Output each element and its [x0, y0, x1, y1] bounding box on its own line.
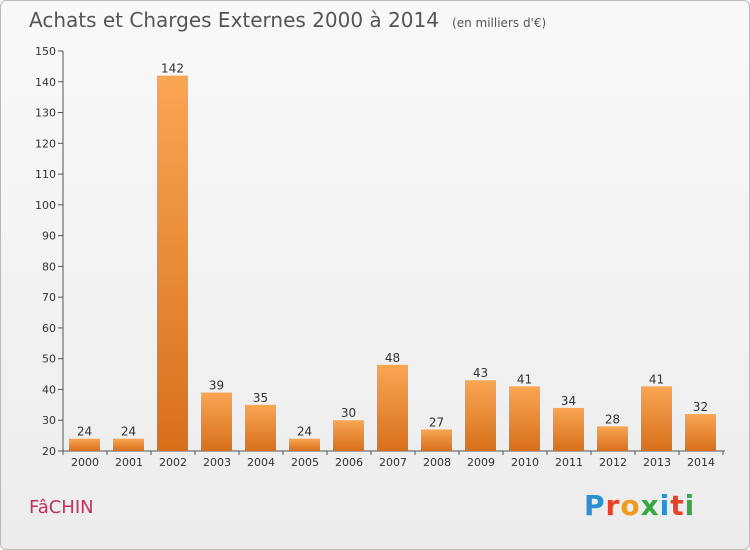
bar-value-label: 41 [649, 372, 664, 386]
bar-value-label: 28 [605, 412, 620, 426]
axes: 20 30 40 50 60 70 80 90 100 110 120 130 140 150 [35, 45, 725, 458]
bar-value-label: 34 [561, 394, 576, 408]
x-tick-label: 2010 [511, 456, 539, 469]
x-tick-label: 2009 [467, 456, 495, 469]
bar [333, 420, 364, 451]
bar [421, 429, 452, 451]
x-tick-label: 2007 [379, 456, 407, 469]
logo-letter: x [640, 489, 660, 522]
bar [113, 438, 144, 451]
x-tick-label: 2006 [335, 456, 363, 469]
x-tick-label: 2000 [71, 456, 99, 469]
y-tick-label: 50 [42, 353, 56, 366]
logo-letter: o [620, 489, 641, 522]
logo-letter: i [684, 489, 696, 522]
x-tick-label: 2013 [643, 456, 671, 469]
bar-value-label: 142 [161, 62, 184, 76]
bar-value-label: 35 [253, 391, 268, 405]
y-tick-label: 120 [35, 137, 56, 150]
x-tick-label: 2005 [291, 456, 319, 469]
bar [465, 380, 496, 451]
bar [641, 386, 672, 451]
proxiti-logo[interactable]: Proxiti [584, 489, 695, 522]
y-tick-label: 100 [35, 199, 56, 212]
bar-value-label: 24 [77, 425, 92, 439]
bar-value-label: 48 [385, 351, 400, 365]
x-tick-label: 2011 [555, 456, 583, 469]
bar [69, 438, 100, 451]
logo-letter: t [670, 489, 685, 522]
bar [289, 438, 320, 451]
y-tick-label: 140 [35, 76, 56, 89]
bar-value-label: 30 [341, 406, 356, 420]
bar-value-label: 39 [209, 379, 224, 393]
y-tick-label: 20 [42, 445, 56, 458]
y-tick-label: 80 [42, 260, 56, 273]
commune-name: FâCHIN [29, 497, 94, 518]
bar [377, 364, 408, 451]
logo-letter: r [605, 489, 621, 522]
x-tick-label: 2008 [423, 456, 451, 469]
logo-letter: i [659, 489, 671, 522]
x-tick-label: 2003 [203, 456, 231, 469]
x-tick-label: 2001 [115, 456, 143, 469]
bar-value-label: 32 [693, 400, 708, 414]
y-tick-label: 90 [42, 230, 56, 243]
y-tick-label: 130 [35, 107, 56, 120]
y-tick-label: 40 [42, 383, 56, 396]
title-row: Achats et Charges Externes 2000 à 2014 (… [29, 8, 546, 32]
bar [685, 414, 716, 451]
x-tick-label: 2004 [247, 456, 275, 469]
y-tick-label: 30 [42, 414, 56, 427]
bar-value-label: 24 [297, 425, 312, 439]
bars: 24 2000 24 2001 142 2002 39 2003 35 2004 24 2005 30 2… [69, 62, 716, 469]
x-tick-label: 2012 [599, 456, 627, 469]
bar [157, 75, 188, 451]
y-tick-label: 60 [42, 322, 56, 335]
chart-title: Achats et Charges Externes 2000 à 2014 [29, 8, 439, 32]
bar [597, 426, 628, 451]
y-tick-label: 150 [35, 45, 56, 58]
bar [201, 392, 232, 451]
bar-value-label: 27 [429, 415, 444, 429]
x-tick-label: 2014 [687, 456, 715, 469]
y-tick-label: 110 [35, 168, 56, 181]
bar [245, 404, 276, 451]
bar-value-label: 43 [473, 366, 488, 380]
bar-value-label: 24 [121, 425, 136, 439]
bar [553, 407, 584, 451]
y-tick-label: 70 [42, 291, 56, 304]
x-tick-label: 2002 [159, 456, 187, 469]
unit-label: (en milliers d'€) [452, 16, 547, 30]
logo-letter: P [584, 489, 606, 522]
bar-value-label: 41 [517, 372, 532, 386]
bar [509, 386, 540, 451]
